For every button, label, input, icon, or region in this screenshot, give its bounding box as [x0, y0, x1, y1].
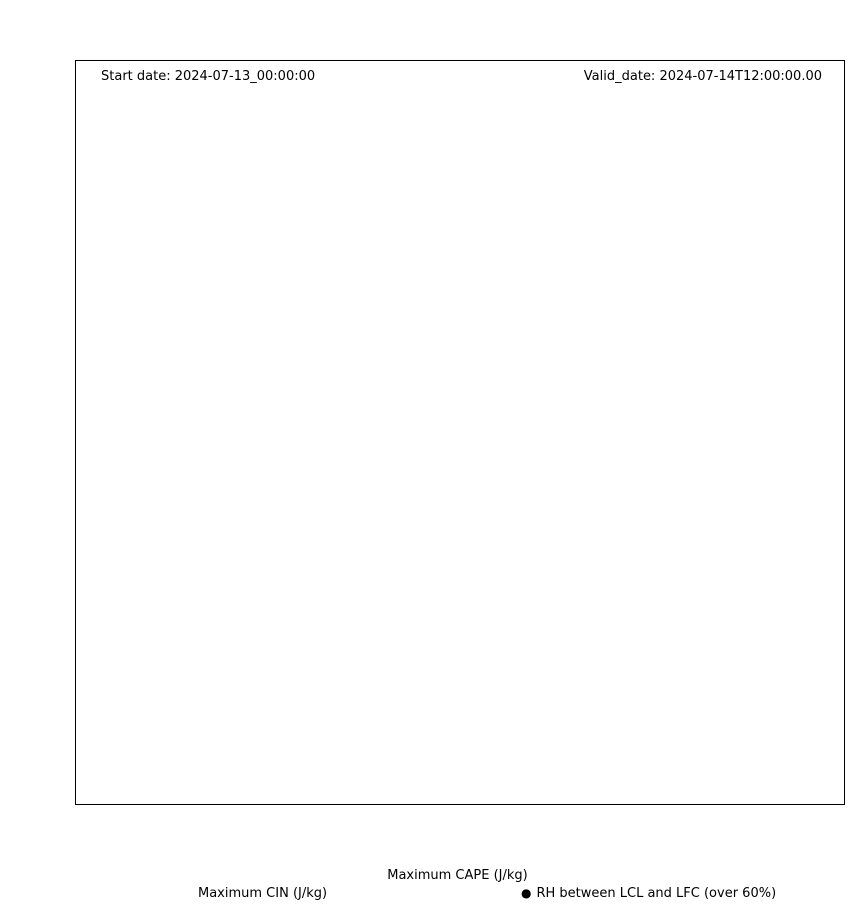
rh-dot-marker-icon: ●	[521, 886, 532, 900]
valid-date-label: Valid_date: 2024-07-14T12:00:00.00	[583, 69, 822, 84]
rh-legend: ● RH between LCL and LFC (over 60%)	[521, 886, 776, 901]
map-plot-area: Start date: 2024-07-13_00:00:00 Valid_da…	[75, 60, 845, 805]
rh-legend-text: RH between LCL and LFC (over 60%)	[536, 886, 777, 901]
colorbar-label: Maximum CAPE (J/kg)	[387, 868, 528, 883]
start-date-label: Start date: 2024-07-13_00:00:00	[101, 69, 316, 84]
cin-label: Maximum CIN (J/kg)	[198, 886, 328, 901]
